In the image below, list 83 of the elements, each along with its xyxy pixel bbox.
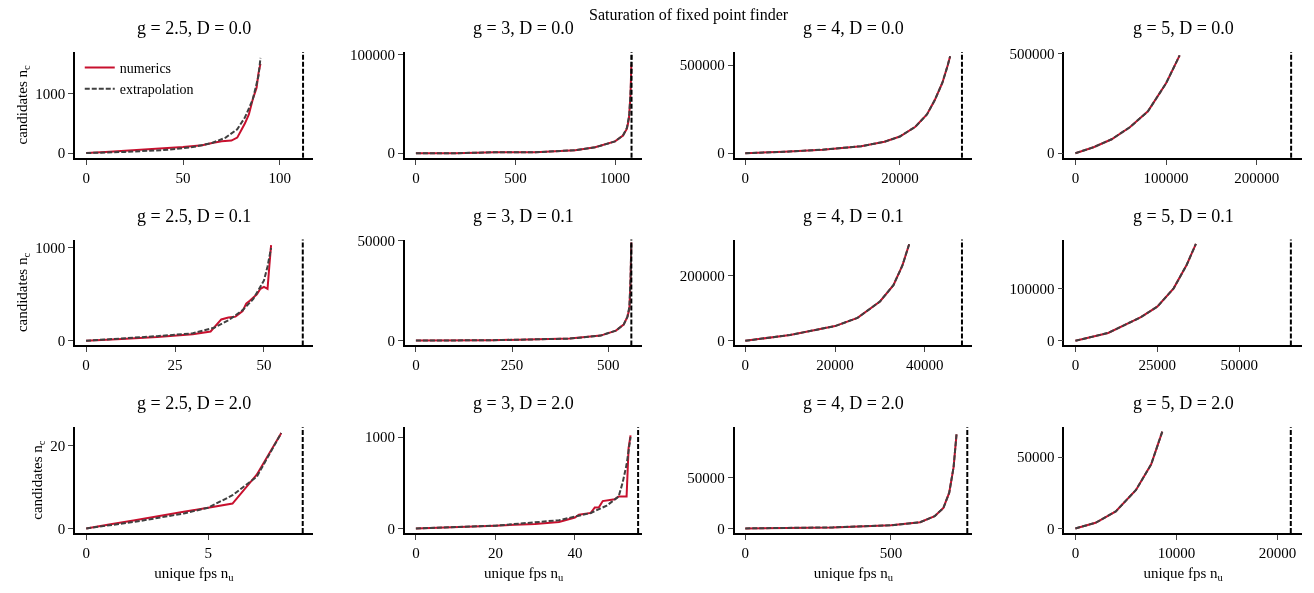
y-tick-label: 500000 <box>679 57 725 74</box>
x-tick-label: 50000 <box>1220 357 1258 374</box>
y-tick-label: 0 <box>717 333 725 350</box>
x-tick-label: 100 <box>268 169 292 186</box>
y-tick-label: 0 <box>387 332 396 349</box>
y-tick-label: 50000 <box>357 232 396 249</box>
x-tick-label: 0 <box>82 357 90 374</box>
x-tick-label: 0 <box>412 169 420 186</box>
y-tick-label: 0 <box>1047 333 1055 350</box>
x-tick-label: 0 <box>412 357 420 374</box>
y-tick-label: 0 <box>57 333 66 350</box>
line-series <box>744 243 911 342</box>
legend-label: numerics <box>119 61 172 77</box>
chart-title: g = 5, D = 0.1 <box>1133 206 1234 226</box>
y-tick-label: 1000 <box>35 240 66 257</box>
x-tick-label: 20 <box>487 544 503 561</box>
x-tick-label: 50 <box>256 357 272 374</box>
x-tick-label: 20000 <box>816 357 854 374</box>
x-tick-label: 250 <box>500 357 524 374</box>
y-tick-label: 1000 <box>35 85 66 102</box>
x-axis-title: unique fps n$_{u}$ <box>813 565 894 584</box>
chart-title: g = 2.5, D = 2.0 <box>137 393 252 413</box>
chart-title: g = 3, D = 0.0 <box>473 18 574 38</box>
x-tick-label: 25 <box>167 357 183 374</box>
y-tick-label: 0 <box>717 520 725 537</box>
x-tick-label: 25000 <box>1138 357 1177 374</box>
y-tick-label: 50000 <box>1017 449 1055 466</box>
x-tick-label: 50 <box>175 169 191 186</box>
y-tick-label: 0 <box>1047 520 1055 537</box>
chart-title: g = 3, D = 2.0 <box>473 393 574 413</box>
x-tick-label: 500 <box>879 544 903 561</box>
x-tick-label: 5 <box>204 544 212 561</box>
y-tick-label: 0 <box>57 145 66 162</box>
x-tick-label: 0 <box>82 544 90 561</box>
y-tick-label: 20 <box>50 437 66 454</box>
y-tick-label: 100000 <box>350 47 396 64</box>
y-tick-label: 500000 <box>1009 45 1055 62</box>
x-tick-label: 40000 <box>906 357 944 374</box>
chart-title: g = 5, D = 2.0 <box>1133 393 1234 413</box>
y-tick-label: 50000 <box>687 469 725 486</box>
x-tick-label: 0 <box>741 544 750 561</box>
x-tick-label: 0 <box>741 169 750 186</box>
y-tick-label: 0 <box>717 145 725 162</box>
chart-title: g = 2.5, D = 0.0 <box>137 18 252 38</box>
x-tick-label: 40 <box>567 544 583 561</box>
x-tick-label: 500 <box>597 357 620 374</box>
x-tick-label: 20000 <box>881 169 919 186</box>
x-tick-label: 200000 <box>1234 169 1280 186</box>
x-tick-label: 0 <box>1071 169 1080 186</box>
chart-title: g = 4, D = 0.0 <box>803 18 904 38</box>
chart-title: g = 4, D = 0.1 <box>803 206 904 226</box>
x-tick-label: 0 <box>741 357 749 374</box>
x-tick-label: 0 <box>412 544 420 561</box>
x-tick-label: 1000 <box>600 169 631 186</box>
y-tick-label: 100000 <box>1009 280 1055 297</box>
line-series <box>85 431 283 530</box>
x-tick-label: 500 <box>504 169 527 186</box>
chart-title: g = 5, D = 0.0 <box>1133 18 1234 38</box>
y-tick-label: 200000 <box>679 267 725 284</box>
chart-title: g = 3, D = 0.1 <box>473 206 574 226</box>
y-tick-label: 0 <box>57 520 66 537</box>
x-tick-label: 10000 <box>1157 544 1196 561</box>
x-axis-title: unique fps n$_{u}$ <box>483 565 565 584</box>
x-tick-label: 0 <box>1071 544 1080 561</box>
x-axis-title: unique fps n$_{u}$ <box>1143 565 1224 584</box>
line-series <box>1074 242 1197 342</box>
chart-title: g = 4, D = 2.0 <box>803 393 904 413</box>
y-tick-label: 0 <box>387 145 396 162</box>
line-series <box>1074 430 1164 530</box>
y-tick-label: 0 <box>387 520 396 537</box>
y-tick-label: 0 <box>1047 145 1055 162</box>
x-tick-label: 20000 <box>1258 544 1297 561</box>
x-tick-label: 0 <box>1071 357 1080 374</box>
chart-title: g = 2.5, D = 0.1 <box>137 206 252 226</box>
text: Saturation of fixed point finder <box>589 6 789 24</box>
legend-label: extrapolation <box>119 82 194 98</box>
line-series <box>744 433 958 530</box>
x-tick-label: 100000 <box>1143 169 1189 186</box>
x-tick-label: 0 <box>82 169 90 186</box>
y-tick-label: 1000 <box>365 429 396 446</box>
line-series <box>744 55 952 155</box>
line-series <box>1074 54 1181 155</box>
x-axis-title: unique fps n$_{u}$ <box>154 565 235 584</box>
